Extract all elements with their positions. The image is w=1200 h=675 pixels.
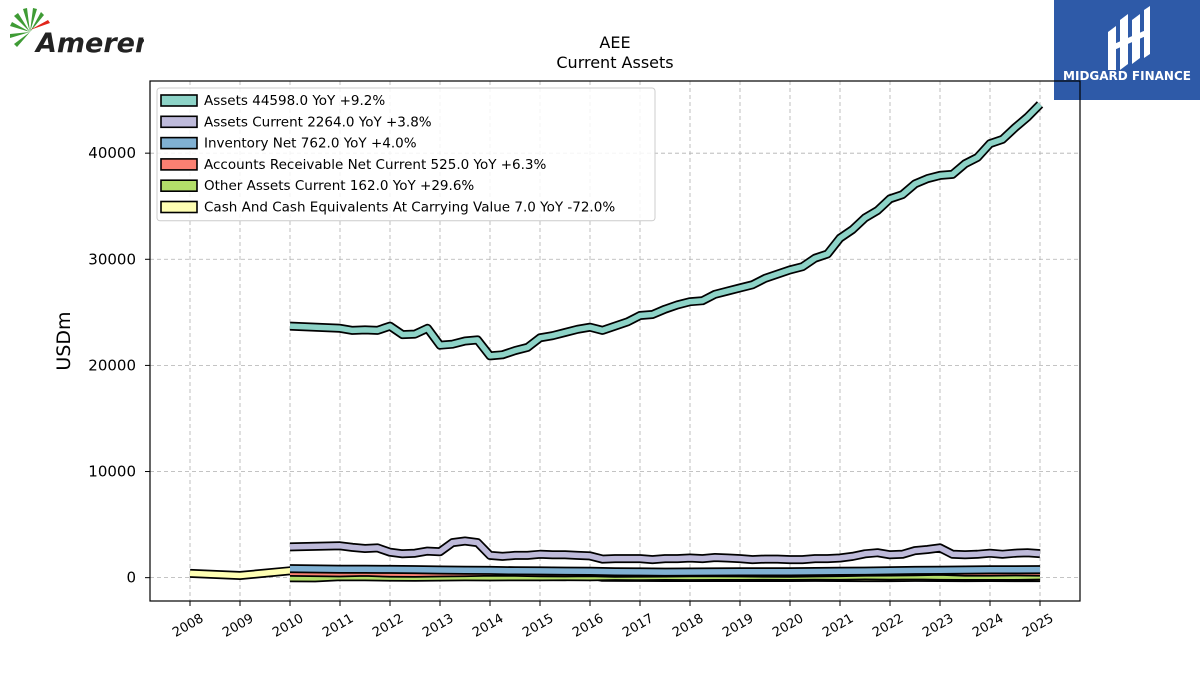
x-tick-label: 2010 xyxy=(270,611,306,641)
x-tick-label: 2018 xyxy=(670,611,706,641)
legend-label: Cash And Cash Equivalents At Carrying Va… xyxy=(204,200,615,216)
sunburst-icon xyxy=(10,8,50,47)
series-1 xyxy=(289,536,1041,565)
y-tick-label: 40000 xyxy=(88,144,136,162)
x-tick-label: 2016 xyxy=(570,611,606,641)
legend-label: Assets 44598.0 YoY +9.2% xyxy=(204,93,385,109)
legend-label: Inventory Net 762.0 YoY +4.0% xyxy=(204,136,417,152)
y-tick-label: 30000 xyxy=(88,250,136,268)
x-tick-label: 2021 xyxy=(820,611,856,641)
company-logo-text: Ameren xyxy=(34,28,144,59)
x-tick-label: 2024 xyxy=(970,611,1006,641)
x-tick-label: 2013 xyxy=(420,611,456,641)
x-tick-label: 2019 xyxy=(720,611,756,641)
legend-label: Assets Current 2264.0 YoY +3.8% xyxy=(204,114,432,130)
x-tick-label: 2009 xyxy=(220,611,256,641)
series-0 xyxy=(289,101,1044,361)
legend-box xyxy=(156,87,656,222)
y-tick-label: 20000 xyxy=(88,356,136,374)
y-tick-label: 10000 xyxy=(88,463,136,481)
series-line xyxy=(289,538,1041,563)
legend-swatch xyxy=(160,200,198,214)
chart-title: AEE xyxy=(599,33,630,52)
x-tick-label: 2012 xyxy=(370,611,406,641)
company-logo: Ameren xyxy=(4,4,154,60)
x-tick-label: 2023 xyxy=(920,611,956,641)
plot-frame xyxy=(149,80,1081,602)
series-layer xyxy=(189,101,1044,583)
series-line xyxy=(289,565,1041,575)
series-line xyxy=(289,102,1042,359)
legend-swatch xyxy=(160,94,198,107)
x-tick-label: 2017 xyxy=(620,611,656,641)
x-tick-label: 2025 xyxy=(1020,611,1056,641)
x-tick-label: 2015 xyxy=(520,611,556,641)
y-axis-label: USDm xyxy=(53,311,75,370)
publisher-logo-text: MIDGARD FINANCE xyxy=(1063,69,1191,83)
legend: Assets 44598.0 YoY +9.2% Assets Current 2… xyxy=(156,87,656,222)
legend-label: Other Assets Current 162.0 YoY +29.6% xyxy=(204,178,474,194)
legend-swatch xyxy=(160,158,198,171)
x-tick-label: 2022 xyxy=(870,611,906,641)
publisher-logo: MIDGARD FINANCE xyxy=(1054,0,1200,100)
legend-swatch xyxy=(160,136,198,150)
x-tick-label: 2008 xyxy=(170,611,206,641)
legend-swatch xyxy=(160,179,198,192)
chart-subtitle: Current Assets xyxy=(556,53,673,72)
x-tick-label: 2011 xyxy=(320,611,356,641)
legend-swatch xyxy=(160,115,198,129)
legend-label: Accounts Receivable Net Current 525.0 Yo… xyxy=(204,157,547,173)
y-tick-label: 0 xyxy=(126,569,136,587)
publisher-emblem-icon xyxy=(1108,6,1150,70)
x-tick-label: 2020 xyxy=(770,611,806,641)
series-2 xyxy=(289,564,1041,577)
x-tick-label: 2014 xyxy=(470,611,506,641)
